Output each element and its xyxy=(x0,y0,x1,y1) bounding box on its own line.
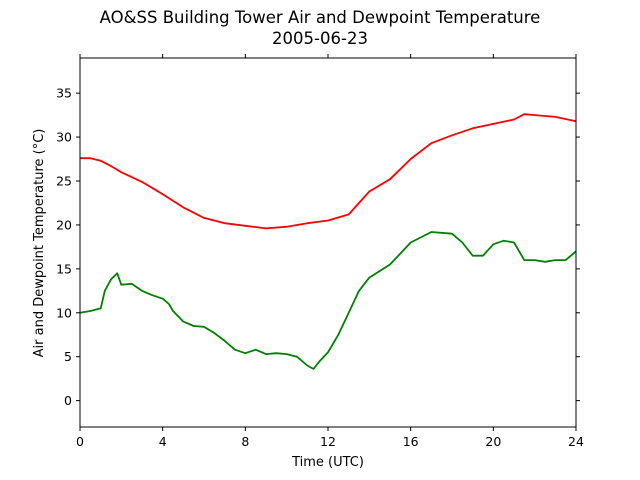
series-line-1 xyxy=(80,113,577,230)
plot-lines xyxy=(79,113,577,370)
chart-subtitle: 2005-06-23 xyxy=(272,29,368,48)
x-tick-label: 8 xyxy=(241,434,249,449)
y-tick-label: 20 xyxy=(56,217,72,232)
x-tick-label: 12 xyxy=(320,434,336,449)
x-tick-label: 24 xyxy=(568,434,584,449)
x-axis-label: Time (UTC) xyxy=(291,455,364,470)
y-axis-label: Air and Dewpoint Temperature (°C) xyxy=(32,129,47,358)
x-tick-label: 4 xyxy=(159,434,167,449)
x-axis: 0 4 8 12 16 20 24 xyxy=(76,54,584,449)
series-line-2 xyxy=(79,231,577,370)
y-tick-label: 35 xyxy=(56,86,72,101)
chart-title: AO&SS Building Tower Air and Dewpoint Te… xyxy=(100,8,541,27)
plot-frame xyxy=(79,57,577,428)
y-axis: 0 5 10 15 20 25 30 35 xyxy=(56,86,580,408)
y-tick-label: 25 xyxy=(56,174,72,189)
y-tick-label: 0 xyxy=(64,393,72,408)
x-tick-label: 20 xyxy=(485,434,501,449)
y-tick-label: 30 xyxy=(56,130,72,145)
x-tick-label: 0 xyxy=(76,434,84,449)
y-tick-label: 5 xyxy=(64,349,72,364)
y-tick-label: 15 xyxy=(56,261,72,276)
y-tick-label: 10 xyxy=(56,305,72,320)
x-tick-label: 16 xyxy=(403,434,419,449)
